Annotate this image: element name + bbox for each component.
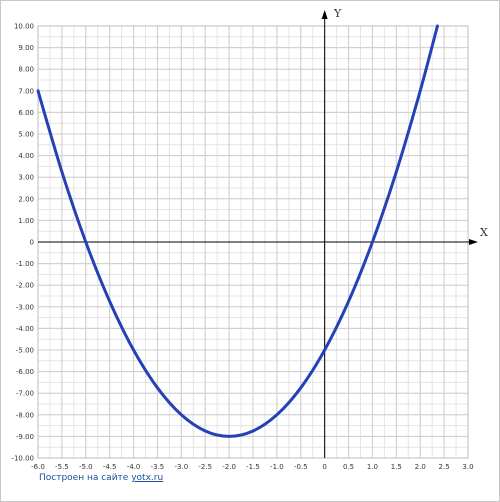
x-tick-label: -1.5 <box>246 463 260 471</box>
x-tick-label: 0.5 <box>343 463 354 471</box>
y-axis-arrow-icon <box>321 10 328 19</box>
x-tick-label: 1.0 <box>367 463 378 471</box>
y-tick-label: -7.00 <box>16 390 34 398</box>
x-tick-label: -5.0 <box>79 463 93 471</box>
y-tick-label: 10.00 <box>14 23 34 31</box>
x-axis-label: X <box>480 226 488 239</box>
x-tick-label: -0.5 <box>294 463 308 471</box>
y-tick-label: -10.00 <box>11 455 34 463</box>
x-tick-label: -2.5 <box>198 463 212 471</box>
y-tick-label: -4.00 <box>16 325 34 333</box>
x-tick-label: 0 <box>322 463 326 471</box>
x-tick-label: 3.0 <box>462 463 473 471</box>
y-tick-label: 0 <box>30 239 34 247</box>
x-tick-label: -4.5 <box>103 463 117 471</box>
y-tick-labels: 10.00 9.00 8.00 7.00 6.00 5.00 4.00 3.00 2.00 1.0… <box>11 23 34 463</box>
x-tick-label: 1.5 <box>391 463 402 471</box>
series-line <box>36 24 439 438</box>
y-tick-label: 8.00 <box>18 66 34 74</box>
credit-link[interactable]: yotx.ru <box>131 473 164 483</box>
x-tick-label: -1.0 <box>270 463 284 471</box>
y-tick-label: -1.00 <box>16 260 34 268</box>
credit-text: Построен на сайте <box>39 473 129 483</box>
y-tick-label: -2.00 <box>16 282 34 290</box>
x-tick-label: -5.5 <box>55 463 69 471</box>
y-tick-label: -8.00 <box>16 411 34 419</box>
y-tick-label: -3.00 <box>16 303 34 311</box>
axes <box>38 10 478 458</box>
y-tick-label: 3.00 <box>18 174 34 182</box>
y-tick-label: -6.00 <box>16 368 34 376</box>
y-axis-label: Y <box>333 7 342 20</box>
y-tick-label: 9.00 <box>18 44 34 52</box>
x-tick-label: -4.0 <box>127 463 141 471</box>
x-tick-label: -6.0 <box>31 463 45 471</box>
credit-line: Построен на сайте yotx.ru <box>39 473 163 483</box>
y-tick-label: 6.00 <box>18 109 34 117</box>
x-tick-label: -3.0 <box>174 463 188 471</box>
x-tick-label: 2.0 <box>415 463 426 471</box>
y-tick-label: 2.00 <box>18 195 34 203</box>
y-tick-label: 5.00 <box>18 131 34 139</box>
x-tick-labels: -6.0 -5.5 -5.0 -4.5 -4.0 -3.5 -3.0 -2.5 -2.0 -1.5… <box>31 463 473 471</box>
y-tick-label: 7.00 <box>18 87 34 95</box>
x-tick-label: -3.5 <box>151 463 165 471</box>
y-tick-label: -9.00 <box>16 433 34 441</box>
y-tick-label: -5.00 <box>16 347 34 355</box>
y-tick-label: 4.00 <box>18 152 34 160</box>
x-tick-label: 2.5 <box>439 463 450 471</box>
series-group <box>36 24 439 438</box>
y-tick-label: 1.00 <box>18 217 34 225</box>
x-tick-label: -2.0 <box>222 463 236 471</box>
x-axis-arrow-icon <box>469 239 478 245</box>
